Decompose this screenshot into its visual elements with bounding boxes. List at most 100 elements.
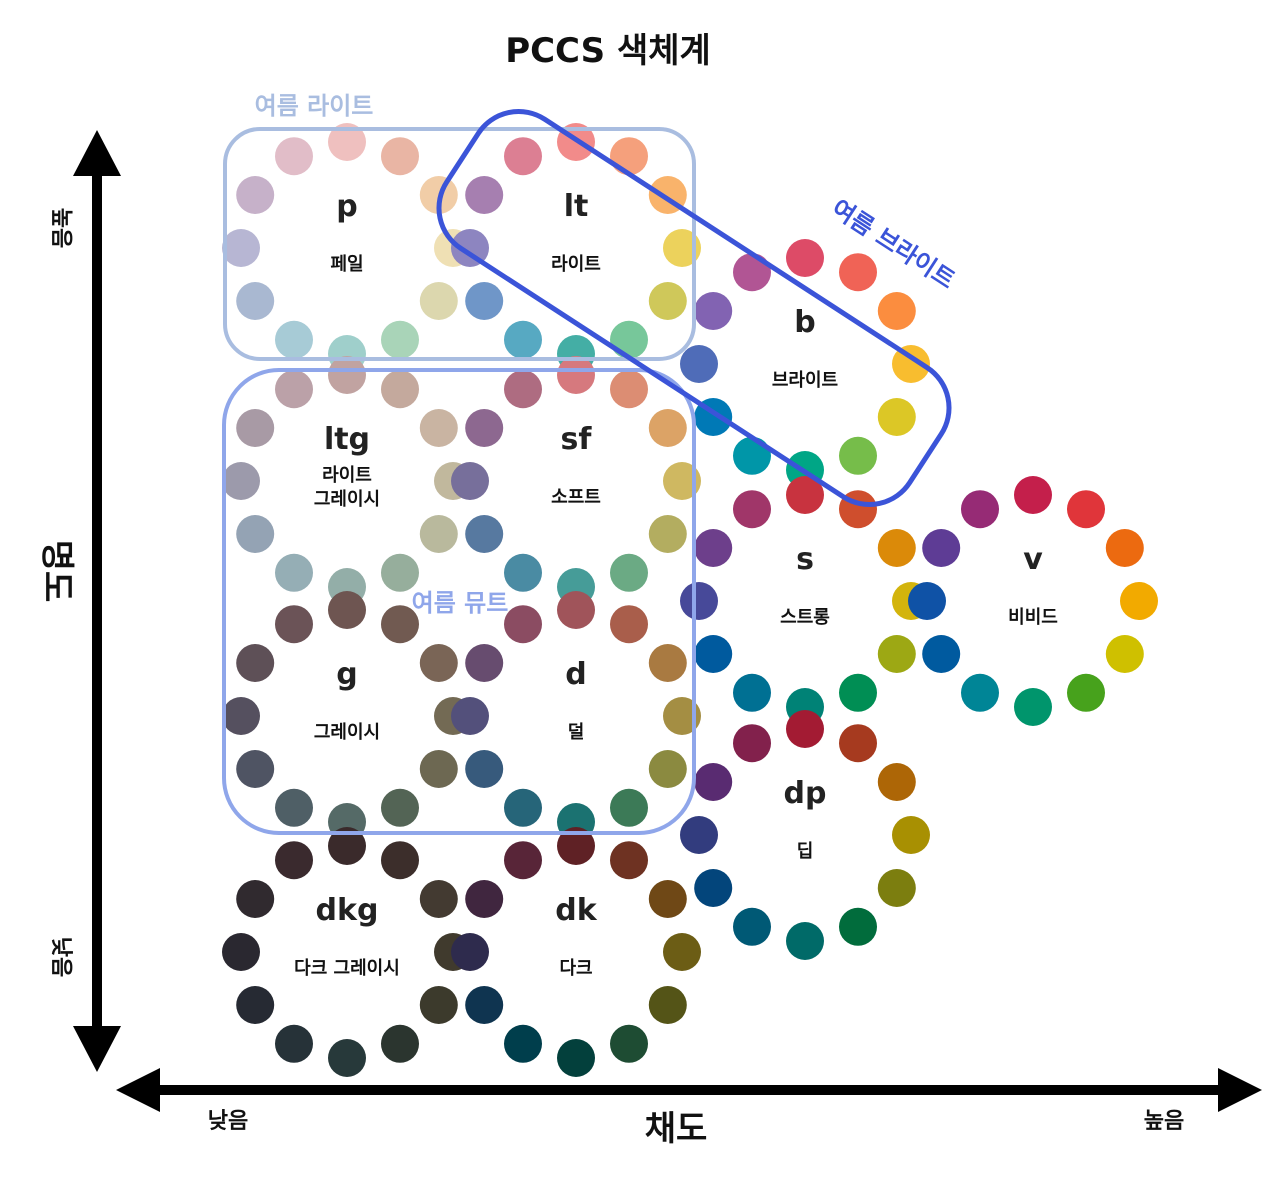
right-arrow-icon xyxy=(1218,1068,1262,1112)
color-swatch xyxy=(504,788,542,827)
tone-name-label: 그레이시 xyxy=(314,722,380,743)
color-swatch xyxy=(648,880,687,918)
color-swatch xyxy=(381,605,419,644)
tone-name-label: 스트롱 xyxy=(780,607,830,628)
color-swatch xyxy=(694,529,733,567)
color-swatch xyxy=(839,907,877,946)
color-swatch xyxy=(381,137,419,176)
color-swatch xyxy=(451,933,489,971)
color-swatch xyxy=(877,869,916,907)
tone-wheels: p페일lt라이트b브라이트ltg라이트그레이시sf소프트g그레이시d덜s스트롱v… xyxy=(222,123,1158,1077)
tone-wheel-dp: dp 딥 xyxy=(680,710,930,960)
color-swatch xyxy=(222,697,260,735)
color-swatch xyxy=(877,398,916,436)
tone-code-label: lt xyxy=(564,189,589,224)
color-swatch xyxy=(680,816,718,854)
color-swatch xyxy=(648,282,687,320)
color-swatch xyxy=(922,635,961,673)
color-swatch xyxy=(877,763,916,801)
tone-wheel-d: d덜 xyxy=(451,591,701,841)
tone-code-label: dk xyxy=(555,893,597,928)
tone-wheel-lt: lt 라이트 xyxy=(451,123,701,373)
color-swatch xyxy=(504,370,542,409)
tone-wheel-g: g 그레이시 xyxy=(222,591,472,841)
color-swatch xyxy=(648,409,687,447)
lightness-high-label: 높음 xyxy=(48,208,73,248)
tone-code-label: dp xyxy=(784,776,827,811)
up-arrow-icon xyxy=(73,130,121,176)
color-swatch xyxy=(680,345,718,383)
color-swatch xyxy=(663,229,701,267)
color-swatch xyxy=(275,841,313,880)
color-swatch xyxy=(1014,688,1052,726)
tone-code-label: v xyxy=(1023,542,1043,577)
color-swatch xyxy=(786,239,824,277)
color-swatch xyxy=(557,591,595,629)
color-swatch xyxy=(419,644,458,682)
color-swatch xyxy=(275,605,313,644)
color-swatch xyxy=(236,515,275,553)
color-swatch xyxy=(504,841,542,880)
tone-name-label: 비비드 xyxy=(1008,607,1058,628)
color-swatch xyxy=(877,292,916,330)
tone-name-label: 브라이트 xyxy=(772,370,838,391)
color-swatch xyxy=(610,788,648,827)
color-swatch xyxy=(694,292,733,330)
diagram-title: PCCS 색체계 xyxy=(505,31,711,71)
tone-name-label: 다크 그레이시 xyxy=(294,958,400,979)
color-swatch xyxy=(275,788,313,827)
color-swatch xyxy=(222,229,260,267)
color-swatch xyxy=(892,816,930,854)
color-swatch xyxy=(733,436,771,475)
color-swatch xyxy=(236,644,275,682)
color-swatch xyxy=(1067,673,1105,712)
color-swatch xyxy=(236,880,275,918)
tone-code-label: sf xyxy=(561,422,593,457)
color-swatch xyxy=(877,635,916,673)
color-swatch xyxy=(610,841,648,880)
summer-light-group xyxy=(223,127,696,361)
tone-wheel-s: s 스트롱 xyxy=(680,476,930,726)
summer-mute-group xyxy=(222,368,696,835)
color-swatch xyxy=(419,880,458,918)
color-swatch xyxy=(648,986,687,1024)
tone-name-label: 그레이시 xyxy=(314,489,380,510)
color-swatch xyxy=(610,320,648,359)
color-swatch xyxy=(381,553,419,592)
color-swatch xyxy=(419,750,458,788)
color-swatch xyxy=(557,1039,595,1077)
color-swatch xyxy=(236,750,275,788)
color-swatch xyxy=(648,750,687,788)
chroma-axis xyxy=(116,1068,1262,1112)
color-swatch xyxy=(451,697,489,735)
chroma-axis-label: 채도 xyxy=(645,1109,708,1149)
summer-light-label: 여름 라이트 xyxy=(255,92,374,120)
tone-wheel-p: p 페일 xyxy=(222,123,472,373)
color-swatch xyxy=(663,933,701,971)
color-swatch xyxy=(610,137,648,176)
color-swatch xyxy=(465,409,504,447)
color-swatch xyxy=(733,724,771,763)
color-swatch xyxy=(236,176,275,214)
chroma-high-label: 높음 xyxy=(1144,1109,1184,1134)
left-arrow-icon xyxy=(116,1068,160,1112)
color-swatch xyxy=(236,282,275,320)
color-swatch xyxy=(648,515,687,553)
tone-wheel-sf: sf 소프트 xyxy=(451,356,701,606)
color-swatch xyxy=(419,986,458,1024)
color-swatch xyxy=(465,750,504,788)
color-swatch xyxy=(733,907,771,946)
color-swatch xyxy=(465,282,504,320)
tone-name-label: 라이트 xyxy=(322,465,372,486)
color-swatch xyxy=(381,320,419,359)
tone-code-label: s xyxy=(796,542,814,577)
color-swatch xyxy=(961,490,999,529)
color-swatch xyxy=(328,827,366,865)
color-swatch xyxy=(733,253,771,292)
color-swatch xyxy=(451,462,489,500)
color-swatch xyxy=(1120,582,1158,620)
color-swatch xyxy=(663,462,701,500)
color-swatch xyxy=(610,553,648,592)
color-swatch xyxy=(465,880,504,918)
